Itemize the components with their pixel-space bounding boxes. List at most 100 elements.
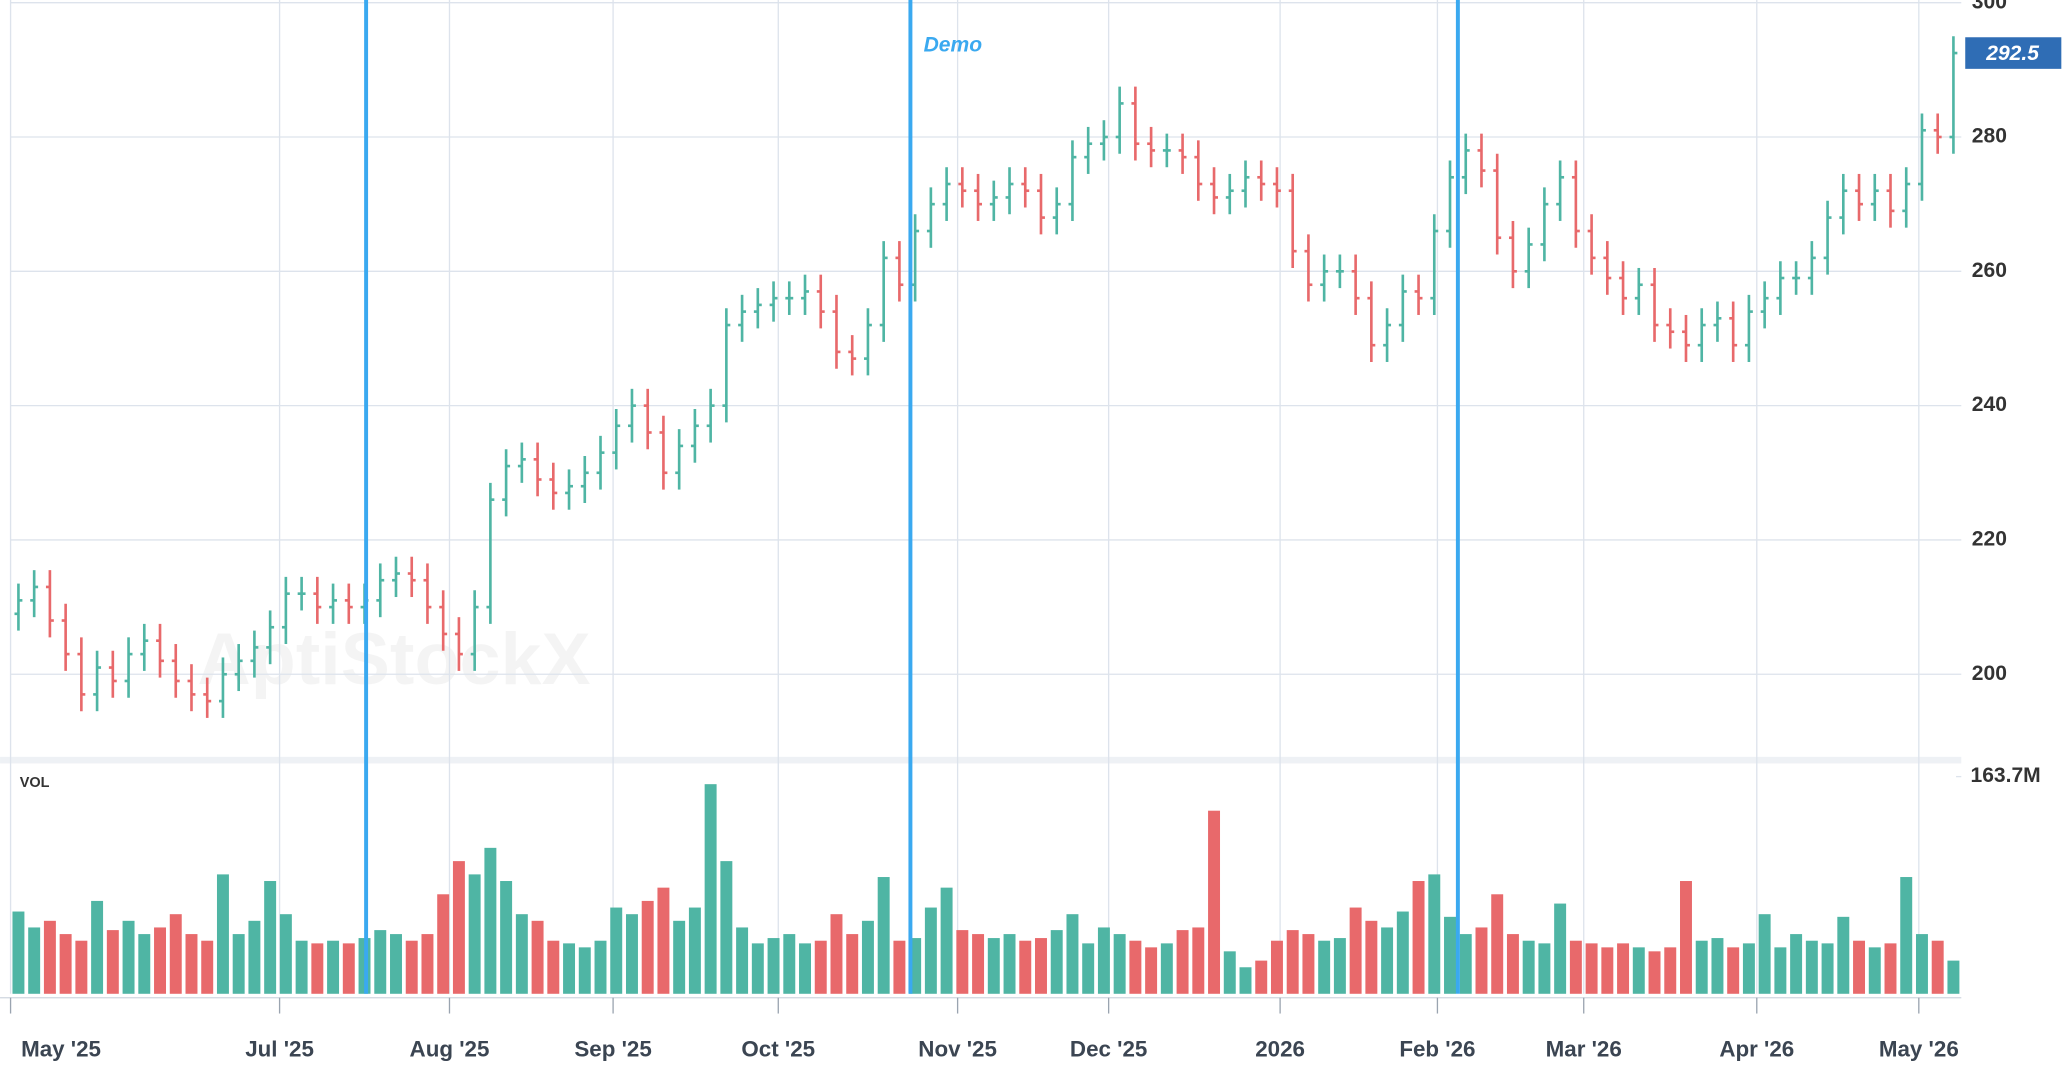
volume-bar bbox=[783, 934, 796, 994]
event-label: Demo bbox=[924, 34, 983, 57]
volume-bar bbox=[1632, 947, 1645, 994]
volume-bar bbox=[531, 920, 544, 994]
volume-bar bbox=[185, 934, 198, 994]
volume-bar bbox=[1617, 943, 1630, 994]
volume-bar bbox=[1695, 940, 1708, 994]
volume-bar bbox=[1727, 947, 1740, 994]
volume-bar bbox=[547, 940, 560, 994]
volume-bar bbox=[893, 940, 906, 994]
volume-bar bbox=[1003, 934, 1016, 994]
volume-bar bbox=[1192, 927, 1205, 994]
volume-bar bbox=[468, 874, 481, 994]
volume-bar bbox=[201, 940, 214, 994]
volume-bar bbox=[1082, 943, 1095, 994]
volume-bar bbox=[1428, 874, 1441, 994]
volume-bar bbox=[688, 907, 701, 994]
volume-bar bbox=[1790, 934, 1803, 994]
volume-bar bbox=[75, 940, 88, 994]
volume-bar bbox=[594, 940, 607, 994]
volume-bar bbox=[1805, 940, 1818, 994]
volume-bar bbox=[106, 930, 119, 994]
volume-bar bbox=[972, 934, 985, 994]
y-tick-label: 220 bbox=[1972, 528, 2007, 551]
volume-bar bbox=[1318, 940, 1331, 994]
volume-bar bbox=[91, 900, 104, 994]
x-tick-label: 2026 bbox=[1255, 1036, 1305, 1061]
volume-bar bbox=[515, 914, 528, 994]
volume-bar bbox=[1145, 947, 1158, 994]
volume-bar bbox=[1412, 881, 1425, 994]
volume-bar bbox=[1837, 916, 1850, 994]
volume-bar bbox=[279, 914, 292, 994]
volume-bar bbox=[673, 920, 686, 994]
volume-bar bbox=[421, 934, 434, 994]
volume-bar bbox=[1522, 940, 1535, 994]
volume-bar bbox=[1019, 940, 1032, 994]
volume-bar bbox=[138, 934, 151, 994]
volume-bar bbox=[736, 927, 749, 994]
volume-bar bbox=[704, 784, 717, 994]
last-price-badge bbox=[1965, 37, 2062, 69]
volume-bar bbox=[1931, 940, 1944, 994]
volume-bar bbox=[1554, 903, 1567, 994]
volume-bar bbox=[216, 874, 229, 994]
volume-bar bbox=[1444, 916, 1456, 994]
y-tick-label: 300 bbox=[1972, 0, 2007, 13]
volume-bar bbox=[248, 920, 261, 994]
volume-bar bbox=[1821, 943, 1834, 994]
volume-bar bbox=[641, 900, 654, 994]
x-tick-label: Nov '25 bbox=[918, 1036, 997, 1061]
volume-bar bbox=[1113, 934, 1126, 994]
volume-bar bbox=[1506, 934, 1519, 994]
volume-bar bbox=[1396, 911, 1409, 994]
volume-bar bbox=[1758, 914, 1771, 994]
volume-bar bbox=[924, 907, 937, 994]
volume-bar bbox=[1585, 943, 1598, 994]
volume-bar bbox=[1900, 877, 1913, 994]
volume-bar bbox=[484, 847, 497, 994]
volume-bar bbox=[877, 877, 890, 994]
volume-bar bbox=[1491, 894, 1504, 994]
volume-bar bbox=[1475, 927, 1488, 994]
x-tick-label: Oct '25 bbox=[741, 1036, 815, 1061]
volume-bar bbox=[846, 934, 859, 994]
volume-bar bbox=[1176, 930, 1189, 994]
volume-bar bbox=[232, 934, 245, 994]
volume-bar bbox=[956, 930, 969, 994]
y-tick-label: 280 bbox=[1972, 125, 2007, 148]
volume-bar bbox=[122, 920, 135, 994]
y-tick-label: 240 bbox=[1972, 393, 2007, 416]
volume-bar bbox=[1097, 927, 1110, 994]
volume-bar bbox=[1853, 940, 1866, 994]
volume-bar bbox=[311, 943, 324, 994]
volume-bar bbox=[390, 934, 402, 994]
y-tick-label: 260 bbox=[1972, 259, 2007, 282]
volume-bar bbox=[1664, 947, 1677, 994]
volume-bar bbox=[1711, 938, 1724, 994]
volume-bar bbox=[578, 947, 591, 994]
x-tick-label: Aug '25 bbox=[410, 1036, 490, 1061]
volume-bar bbox=[625, 914, 638, 994]
volume-bar bbox=[437, 894, 450, 994]
volume-bar bbox=[1286, 930, 1299, 994]
volume-bar bbox=[861, 920, 874, 994]
volume-bar bbox=[909, 938, 922, 994]
volume-bar bbox=[1365, 920, 1378, 994]
volume-bar bbox=[500, 881, 513, 994]
last-price-label: 292.5 bbox=[1985, 42, 2039, 65]
volume-bar bbox=[1538, 943, 1551, 994]
volume-bar bbox=[814, 940, 827, 994]
volume-bar bbox=[1381, 927, 1394, 994]
volume-bar bbox=[720, 861, 733, 994]
volume-bar bbox=[264, 881, 277, 994]
volume-bar bbox=[1223, 951, 1236, 994]
volume-bar bbox=[1648, 951, 1661, 994]
x-tick-label: Jul '25 bbox=[245, 1036, 314, 1061]
x-tick-label: May '25 bbox=[21, 1036, 101, 1061]
volume-label: VOL bbox=[20, 775, 50, 791]
volume-bar bbox=[1601, 947, 1614, 994]
volume-bar bbox=[1459, 934, 1472, 994]
